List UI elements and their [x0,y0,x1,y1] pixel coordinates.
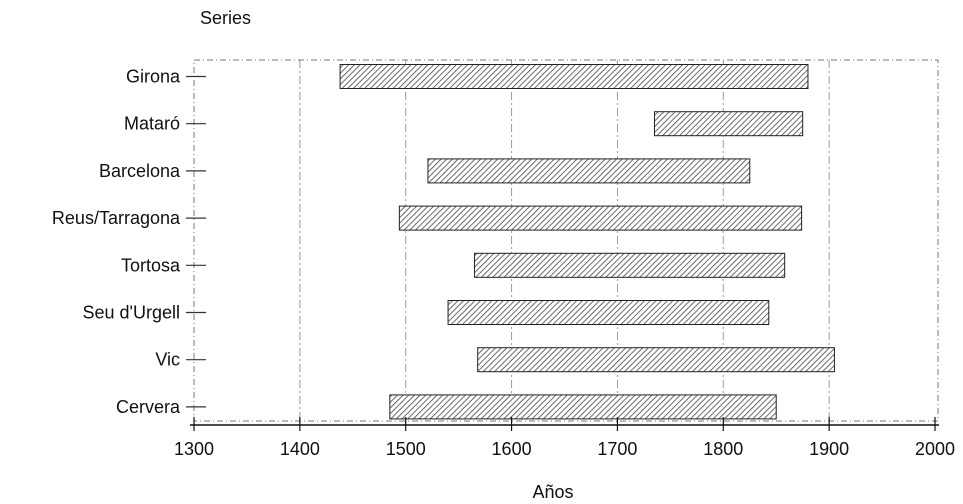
x-tick-label: 1800 [703,439,743,459]
x-tick-label: 2000 [915,439,955,459]
x-tick-label: 1500 [386,439,426,459]
range-bar [398,205,803,231]
range-bar [474,252,786,278]
category-label: Seu d'Urgell [83,303,181,323]
x-tick-label: 1600 [492,439,532,459]
range-bar [653,111,804,137]
x-tick-label: 1700 [597,439,637,459]
category-label: Cervera [116,397,181,417]
plot-frame [193,59,939,422]
x-tick-label: 1400 [280,439,320,459]
category-label: Barcelona [99,161,181,181]
category-label: Mataró [124,114,180,134]
category-label: Reus/Tarragona [52,208,181,228]
range-bar [389,394,777,420]
x-axis-title: Años [532,482,573,502]
x-tick-labels: 1300 1400 1500 1600 1700 1800 1900 2000 [174,417,955,459]
y-axis-title: Series [200,8,251,28]
category-label: Girona [126,67,181,87]
x-tick-label: 1300 [174,439,214,459]
bars [339,64,835,420]
category-labels: Girona Mataró Barcelona Reus/Tarragona Torto… [52,67,206,417]
range-bar [427,158,751,184]
x-tick-label: 1900 [809,439,849,459]
range-bar [339,64,809,89]
range-bar [477,347,835,373]
category-label: Vic [155,350,180,370]
category-label: Tortosa [121,255,181,275]
range-bar [447,300,770,325]
